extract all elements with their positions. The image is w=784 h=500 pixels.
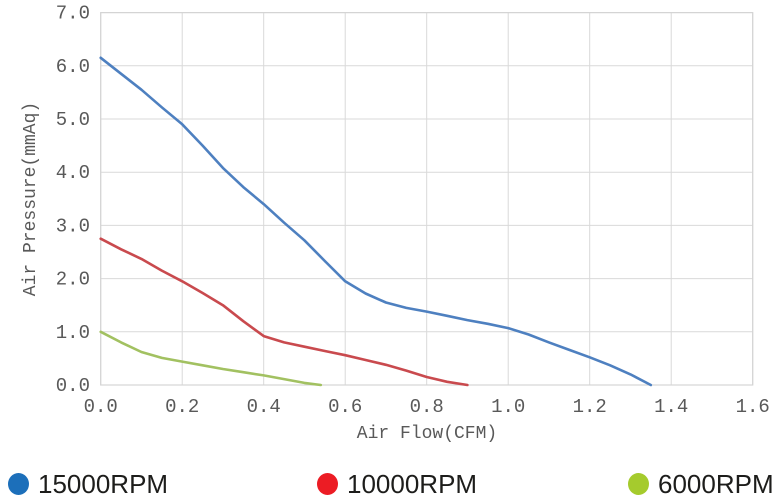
x-tick-label: 1.6: [736, 396, 770, 418]
legend-label-15000rpm: 15000RPM: [38, 469, 169, 499]
x-axis-title: Air Flow(CFM): [356, 424, 498, 444]
y-tick-label: 0.0: [56, 375, 90, 397]
y-tick-label: 2.0: [56, 269, 90, 291]
plot-canvas: 0.0 0.2 0.4 0.6 0.8 1.0 1.2 1.4 1.6 0.0 1.0 2.0 3.0…: [56, 3, 770, 418]
x-tick-label: 0.0: [84, 396, 118, 418]
y-tick-label: 7.0: [56, 3, 90, 25]
legend-item-10000rpm: 10000RPM: [317, 468, 477, 500]
legend-label-6000rpm: 6000RPM: [658, 469, 774, 499]
y-tick-label: 4.0: [56, 162, 90, 184]
legend-label-10000rpm: 10000RPM: [347, 469, 478, 499]
y-tick-label: 1.0: [56, 322, 90, 344]
legend-marker-circle-icon: [317, 473, 338, 495]
y-axis-tick-labels: 0.0 1.0 2.0 3.0 4.0 5.0 6.0 7.0: [56, 3, 90, 397]
x-tick-label: 0.2: [165, 396, 199, 418]
x-tick-label: 0.6: [328, 396, 362, 418]
plot-border: [100, 12, 754, 386]
plot-grid: [100, 12, 754, 386]
series-line-15000rpm: [99, 56, 653, 387]
legend-item-6000rpm: 6000RPM: [628, 468, 774, 500]
x-tick-label: 1.2: [573, 396, 607, 418]
y-tick-label: 3.0: [56, 215, 90, 237]
x-tick-label: 1.0: [491, 396, 525, 418]
x-tick-label: 0.8: [410, 396, 444, 418]
x-axis-tick-labels: 0.0 0.2 0.4 0.6 0.8 1.0 1.2 1.4 1.6: [84, 396, 770, 418]
x-tick-label: 1.4: [654, 396, 688, 418]
legend-marker-circle-icon: [8, 473, 29, 495]
series-line-10000rpm: [99, 237, 469, 387]
y-axis-title: Air Pressure(mmAq): [21, 101, 41, 297]
legend-marker-circle-icon: [628, 473, 649, 495]
x-tick-label: 0.4: [247, 396, 281, 418]
legend: 15000RPM 10000RPM 6000RPM: [0, 468, 784, 500]
legend-item-15000rpm: 15000RPM: [8, 468, 168, 500]
y-tick-label: 5.0: [56, 109, 90, 131]
series-lines: [99, 56, 653, 387]
series-line-6000rpm: [99, 330, 323, 387]
y-tick-label: 6.0: [56, 56, 90, 78]
